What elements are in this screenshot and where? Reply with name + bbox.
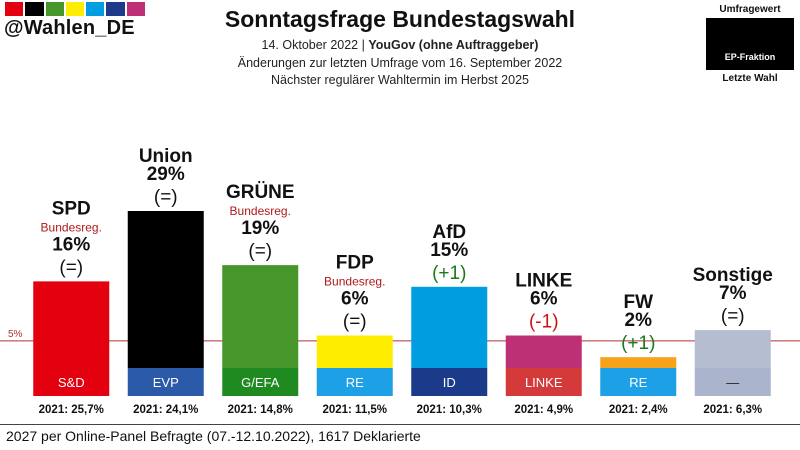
bar-afd bbox=[411, 286, 488, 368]
ep-group-box bbox=[600, 368, 677, 396]
threshold-label: 5% bbox=[8, 329, 23, 340]
change-label: (=) bbox=[59, 257, 83, 278]
last-election-label: 2021: 25,7% bbox=[39, 404, 104, 416]
value-label: 7% bbox=[719, 283, 747, 304]
legend-label-last-election: Letzte Wahl bbox=[722, 73, 778, 84]
government-label: Bundesreg. bbox=[230, 204, 291, 218]
party-label: GRÜNE bbox=[226, 182, 295, 203]
flag-stripe bbox=[5, 2, 24, 16]
party-label: SPD bbox=[52, 198, 91, 219]
last-election-label: 2021: 6,3% bbox=[703, 404, 762, 416]
subtitle-source: YouGov (ohne Auftraggeber) bbox=[368, 38, 539, 52]
ep-group-label: — bbox=[726, 375, 739, 390]
flag-stripe bbox=[86, 2, 105, 16]
account-handle: @Wahlen_DE bbox=[4, 17, 135, 39]
ep-group-box bbox=[127, 368, 204, 396]
ep-group-label: ID bbox=[443, 375, 456, 390]
ep-group-label: RE bbox=[346, 375, 364, 390]
ep-group-label: S&D bbox=[58, 375, 85, 390]
ep-group-box bbox=[33, 368, 110, 396]
party-label: FW bbox=[623, 292, 653, 313]
subtitle-line-3: Nächster regulärer Wahltermin im Herbst … bbox=[271, 73, 529, 87]
flag-stripe bbox=[45, 2, 64, 16]
bar-fdp bbox=[316, 335, 393, 368]
party-label: LINKE bbox=[515, 271, 572, 292]
legend-label-poll-value: Umfragewert bbox=[719, 4, 781, 15]
value-label: 6% bbox=[530, 289, 558, 310]
ep-group-label: LINKE bbox=[525, 375, 563, 390]
ep-group-box bbox=[505, 368, 582, 396]
ep-group-label: RE bbox=[629, 375, 647, 390]
last-election-label: 2021: 10,3% bbox=[417, 404, 482, 416]
change-label: (+1) bbox=[432, 263, 466, 284]
footer-divider bbox=[0, 424, 800, 425]
ep-group-box bbox=[694, 368, 771, 396]
subtitle-line-2: Änderungen zur letzten Umfrage vom 16. S… bbox=[237, 56, 563, 70]
change-label: (=) bbox=[154, 187, 178, 208]
value-label: 29% bbox=[147, 164, 185, 185]
ep-group-label: G/EFA bbox=[241, 375, 280, 390]
party-label: AfD bbox=[432, 222, 466, 243]
government-label: Bundesreg. bbox=[41, 220, 102, 234]
flag-stripe bbox=[126, 2, 145, 16]
legend-label-ep-group: EP-Fraktion bbox=[724, 52, 776, 62]
last-election-label: 2021: 11,5% bbox=[322, 404, 387, 416]
bar-fw bbox=[600, 357, 677, 368]
last-election-label: 2021: 14,8% bbox=[228, 404, 293, 416]
change-label: (=) bbox=[248, 241, 272, 262]
change-label: (=) bbox=[343, 312, 367, 333]
legend-swatch bbox=[706, 18, 794, 70]
bar-grüne bbox=[222, 265, 299, 368]
party-label: Sonstige bbox=[693, 265, 773, 286]
last-election-label: 2021: 2,4% bbox=[609, 404, 668, 416]
ep-group-box bbox=[411, 368, 488, 396]
government-label: Bundesreg. bbox=[324, 275, 385, 289]
party-label: FDP bbox=[336, 253, 374, 274]
last-election-label: 2021: 24,1% bbox=[133, 404, 198, 416]
value-label: 15% bbox=[430, 240, 468, 261]
change-label: (-1) bbox=[529, 312, 559, 333]
value-label: 6% bbox=[341, 289, 369, 310]
value-label: 16% bbox=[52, 234, 90, 255]
value-label: 19% bbox=[241, 218, 279, 239]
value-label: 2% bbox=[625, 310, 653, 331]
change-label: (=) bbox=[721, 306, 745, 327]
bar-linke bbox=[505, 335, 582, 368]
footer-note: 2027 per Online-Panel Befragte (07.-12.1… bbox=[6, 428, 421, 444]
ep-group-label: EVP bbox=[153, 375, 179, 390]
party-label: Union bbox=[139, 146, 193, 167]
ep-group-box bbox=[222, 368, 299, 396]
bar-union bbox=[127, 211, 204, 368]
flag-stripe bbox=[106, 2, 125, 16]
last-election-label: 2021: 4,9% bbox=[514, 404, 573, 416]
flag-stripe bbox=[25, 2, 44, 16]
chart-title: Sonntagsfrage Bundestagswahl bbox=[224, 6, 576, 32]
flag-bar bbox=[5, 2, 145, 16]
flag-stripe bbox=[65, 2, 85, 16]
bar-spd bbox=[33, 281, 110, 368]
subtitle-line-1: 14. Oktober 2022 | YouGov (ohne Auftragg… bbox=[150, 38, 650, 52]
change-label: (+1) bbox=[621, 333, 655, 354]
subtitle-date: 14. Oktober 2022 | bbox=[261, 38, 369, 52]
bar-sonstige bbox=[694, 330, 771, 368]
ep-group-box bbox=[316, 368, 393, 396]
